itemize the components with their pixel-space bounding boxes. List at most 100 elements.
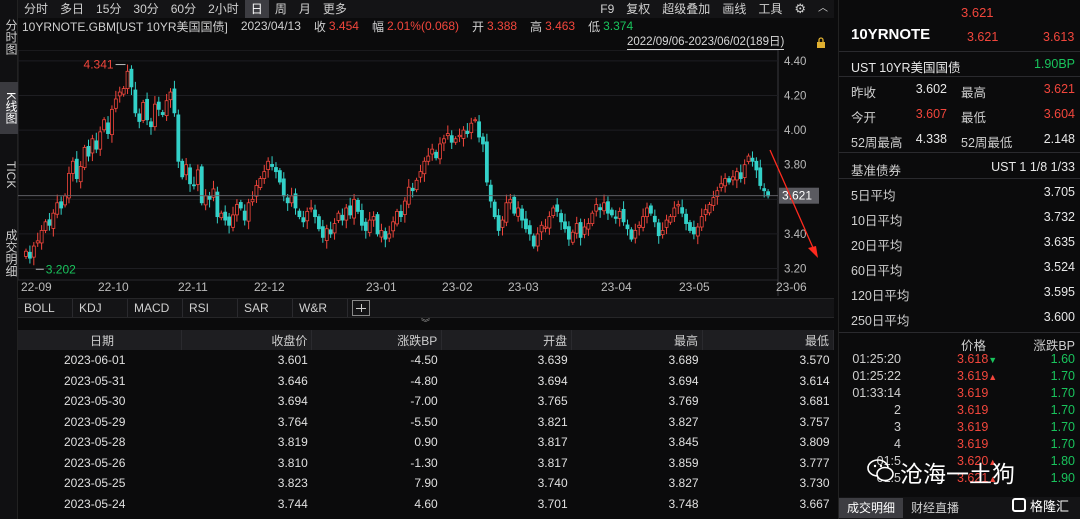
candle-body [379, 230, 384, 238]
kline-chart[interactable]: 4.404.204.003.803.603.403.2022-0922-1022… [18, 50, 834, 296]
table-row[interactable]: 2023-05-30 3.694 -7.00 3.765 3.769 3.681 [18, 391, 834, 412]
y-tick-label: 4.40 [784, 56, 806, 68]
candle-body [332, 223, 337, 234]
period-60min[interactable]: 60分 [170, 2, 197, 16]
candle-body [445, 133, 450, 137]
table-cell: 3.757 [799, 414, 830, 429]
candle-body [574, 223, 579, 234]
add-indicator-icon[interactable] [352, 300, 370, 316]
lock-icon[interactable] [816, 37, 826, 48]
chevron-up-icon[interactable]: ︿ [818, 3, 828, 14]
table-cell: 3.859 [668, 455, 699, 470]
table-cell: 3.701 [537, 496, 568, 511]
candle-body [594, 204, 599, 212]
candle-body [488, 184, 493, 202]
header-low[interactable]: 最低 [702, 330, 834, 350]
up-arrow-icon: ▲ [988, 474, 998, 484]
period-multiday[interactable]: 多日 [60, 2, 85, 16]
table-row[interactable]: 2023-05-25 3.823 7.90 3.740 3.827 3.730 [18, 473, 834, 494]
ma-value: 3.705 [1043, 185, 1075, 199]
header-change-bp[interactable]: 涨跌BP [311, 330, 443, 350]
candle-body [613, 216, 618, 219]
y-tick-label: 3.20 [784, 264, 806, 276]
candle-body [86, 145, 91, 157]
candle-body [227, 216, 231, 226]
settings-icon[interactable]: ⚙ [794, 1, 806, 16]
tick-bp: 1.70 [1050, 386, 1075, 400]
candle-body [309, 207, 314, 210]
tab-trade-details[interactable]: 成交明细 [839, 498, 904, 518]
table-row[interactable]: 2023-05-26 3.810 -1.30 3.817 3.859 3.777 [18, 453, 834, 474]
period-week[interactable]: 周 [274, 2, 287, 16]
table-cell: 3.777 [799, 455, 830, 470]
adjust-button[interactable]: 复权 [626, 2, 651, 16]
change-label: 幅 [371, 19, 384, 34]
candle-body [137, 113, 142, 122]
table-cell: 2023-05-25 [64, 476, 126, 491]
table-row[interactable]: 2023-05-31 3.646 -4.80 3.694 3.694 3.614 [18, 371, 834, 392]
tab-kline[interactable]: K线图 [0, 82, 18, 134]
stat-label: 最高 [961, 86, 987, 100]
indicator-sar[interactable]: SAR [238, 299, 293, 317]
header-high[interactable]: 最高 [571, 330, 704, 350]
candle-body [207, 195, 212, 200]
candle-body [176, 114, 181, 162]
indicator-kdj[interactable]: KDJ [73, 299, 128, 317]
candle-body [78, 166, 83, 183]
period-day[interactable]: 日 [244, 0, 269, 18]
indicator-rsi[interactable]: RSI [183, 299, 238, 317]
tab-trade-detail[interactable]: 成交明细 [4, 229, 18, 277]
header-date[interactable]: 日期 [18, 330, 183, 350]
header-close[interactable]: 收盘价 [181, 330, 313, 350]
ma-label: 5日平均 [851, 189, 896, 203]
candle-body [609, 209, 614, 216]
candle-body [317, 216, 321, 230]
ma-value: 3.524 [1043, 260, 1075, 274]
table-row[interactable]: 2023-05-24 3.744 4.60 3.701 3.748 3.667 [18, 494, 834, 515]
collapse-chevron-icon[interactable]: ︾ [421, 318, 431, 328]
candle-body [399, 211, 403, 218]
candle-body [160, 112, 165, 115]
table-row[interactable]: 2023-06-01 3.601 -4.50 3.639 3.689 3.570 [18, 350, 834, 371]
overlay-button[interactable]: 超级叠加 [662, 2, 711, 16]
indicator-boll[interactable]: BOLL [18, 299, 73, 317]
header-open[interactable]: 开盘 [441, 330, 573, 350]
f9-button[interactable]: F9 [600, 2, 615, 16]
table-cell: 3.601 [277, 353, 308, 368]
candle-body [422, 160, 427, 175]
candle-body [645, 207, 649, 218]
candle-body [699, 216, 704, 228]
tick-bp: 1.80 [1050, 454, 1075, 468]
ma-label: 20日平均 [851, 239, 903, 253]
indicator-wr[interactable]: W&R [293, 299, 348, 317]
tab-intraday[interactable]: 分时图 [4, 19, 18, 55]
candle-body [703, 209, 708, 215]
period-15min[interactable]: 15分 [96, 2, 122, 16]
indicator-macd[interactable]: MACD [128, 299, 183, 317]
candle-body [289, 195, 294, 204]
candle-body [684, 213, 688, 224]
period-more[interactable]: 更多 [322, 2, 347, 16]
period-month[interactable]: 月 [298, 2, 311, 16]
table-row[interactable]: 2023-05-28 3.819 0.90 3.817 3.845 3.809 [18, 432, 834, 453]
period-30min[interactable]: 30分 [133, 2, 159, 16]
candle-body [578, 222, 583, 238]
candle-body [746, 155, 751, 163]
tools-button[interactable]: 工具 [758, 2, 783, 16]
candle-body [707, 204, 712, 214]
candle-body [481, 136, 485, 145]
period-intraday[interactable]: 分时 [24, 2, 49, 16]
date-range-label[interactable]: 2022/09/06-2023/06/02(189日) [627, 36, 785, 50]
left-vertical-tabs: 分时图 K线图 TICK 成交明细 [0, 0, 18, 519]
tab-finance-live[interactable]: 财经直播 [911, 501, 960, 515]
table-cell: 3.810 [277, 455, 308, 470]
period-2hour[interactable]: 2小时 [208, 2, 239, 16]
x-tick-label: 23-05 [679, 280, 710, 294]
candle-body [395, 211, 399, 225]
table-row[interactable]: 2023-05-29 3.764 -5.50 3.821 3.827 3.757 [18, 412, 834, 433]
draw-line-button[interactable]: 画线 [722, 2, 747, 16]
candle-body [297, 210, 302, 218]
tab-tick[interactable]: TICK [4, 161, 18, 189]
tick-bp: 1.70 [1050, 437, 1075, 451]
kline-chart-svg[interactable]: 4.404.204.003.803.603.403.2022-0922-1022… [18, 50, 834, 296]
